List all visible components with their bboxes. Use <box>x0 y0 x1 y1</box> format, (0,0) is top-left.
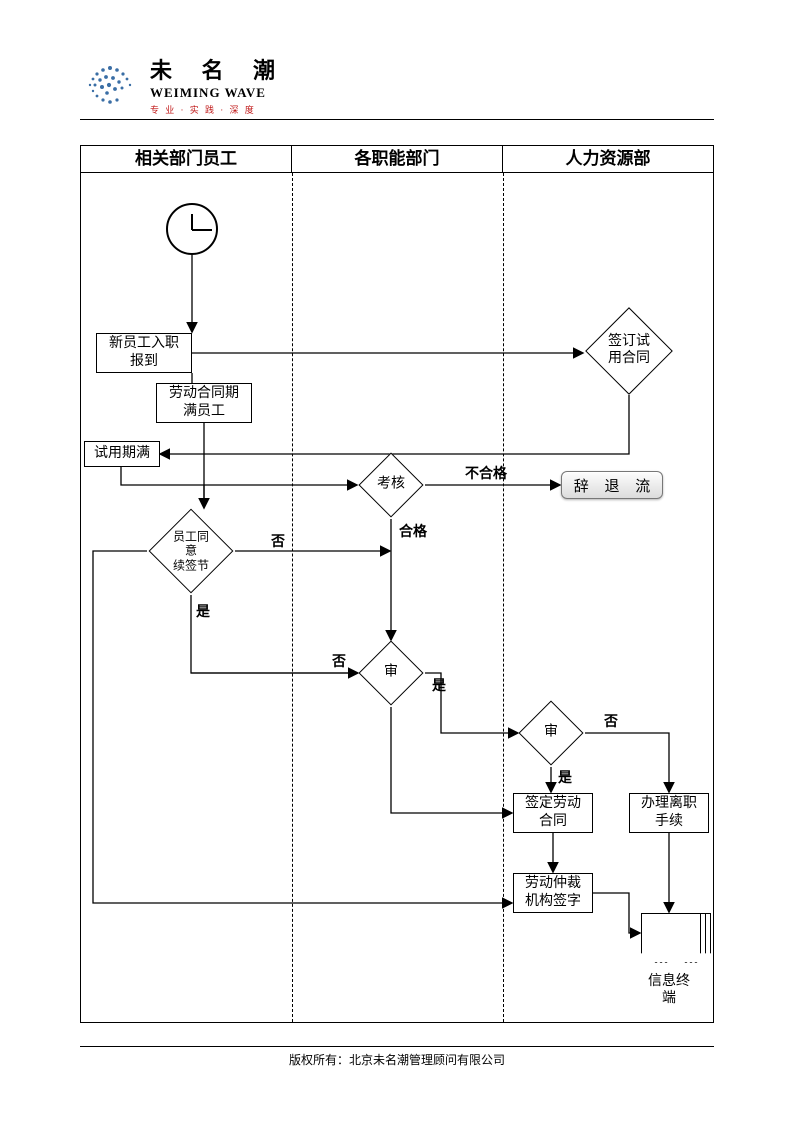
edge-fail: 不合格 <box>465 463 507 483</box>
clock-icon <box>166 203 218 255</box>
lane-header-c: 人力资源部 <box>502 146 713 172</box>
node-contract-expired: 劳动合同期 满员工 <box>156 383 252 423</box>
edge-no-2: 否 <box>332 651 346 671</box>
node-dismissal: 办理离职 手续 <box>629 793 709 833</box>
edge-yes-3: 是 <box>558 767 572 787</box>
page-header: 未 名 潮 WEIMING WAVE 专 业 · 实 践 · 深 度 <box>80 50 714 120</box>
node-arbitration: 劳动仲裁 机构签字 <box>513 873 593 913</box>
page-footer: 版权所有：北京未名潮管理顾问有限公司 <box>80 1046 714 1068</box>
label-emp-agree: 员工同 意 续签节 <box>173 529 209 572</box>
edge-yes-2: 是 <box>432 675 446 695</box>
swimlane-body: 新员工入职 报到 劳动合同期 满员工 试用期满 签定劳动 合同 劳动仲裁 机构签… <box>80 173 714 1023</box>
edge-no-1: 否 <box>271 531 285 551</box>
label-review1: 审 <box>384 665 398 682</box>
label-assess: 考核 <box>377 477 405 494</box>
node-fire-flow[interactable]: 辞 退 流 <box>561 471 663 499</box>
lane-header-b: 各职能部门 <box>291 146 502 172</box>
flow-canvas: 新员工入职 报到 劳动合同期 满员工 试用期满 签定劳动 合同 劳动仲裁 机构签… <box>81 173 713 1022</box>
logo-text: 未 名 潮 WEIMING WAVE 专 业 · 实 践 · 深 度 <box>150 53 287 116</box>
swimlane-header: 相关部门员工 各职能部门 人力资源部 <box>80 145 714 173</box>
label-review2: 审 <box>544 725 558 742</box>
edge-no-3: 否 <box>604 711 618 731</box>
node-new-employee: 新员工入职 报到 <box>96 333 192 373</box>
logo-cn: 未 名 潮 <box>150 53 287 85</box>
logo-mark <box>80 57 140 112</box>
node-docstack <box>641 913 713 975</box>
flow-edges <box>81 173 713 1022</box>
label-sign-trial: 签订试 用合同 <box>608 334 650 368</box>
edge-yes-1: 是 <box>196 601 210 621</box>
label-terminal: 信息终端 <box>647 974 691 1008</box>
copyright: 版权所有：北京未名潮管理顾问有限公司 <box>289 1053 505 1067</box>
node-probation-done: 试用期满 <box>84 441 160 467</box>
logo-tagline: 专 业 · 实 践 · 深 度 <box>150 103 287 116</box>
logo-en: WEIMING WAVE <box>150 85 287 101</box>
node-sign-labor: 签定劳动 合同 <box>513 793 593 833</box>
edge-pass: 合格 <box>399 521 427 541</box>
lane-header-a: 相关部门员工 <box>81 146 291 172</box>
